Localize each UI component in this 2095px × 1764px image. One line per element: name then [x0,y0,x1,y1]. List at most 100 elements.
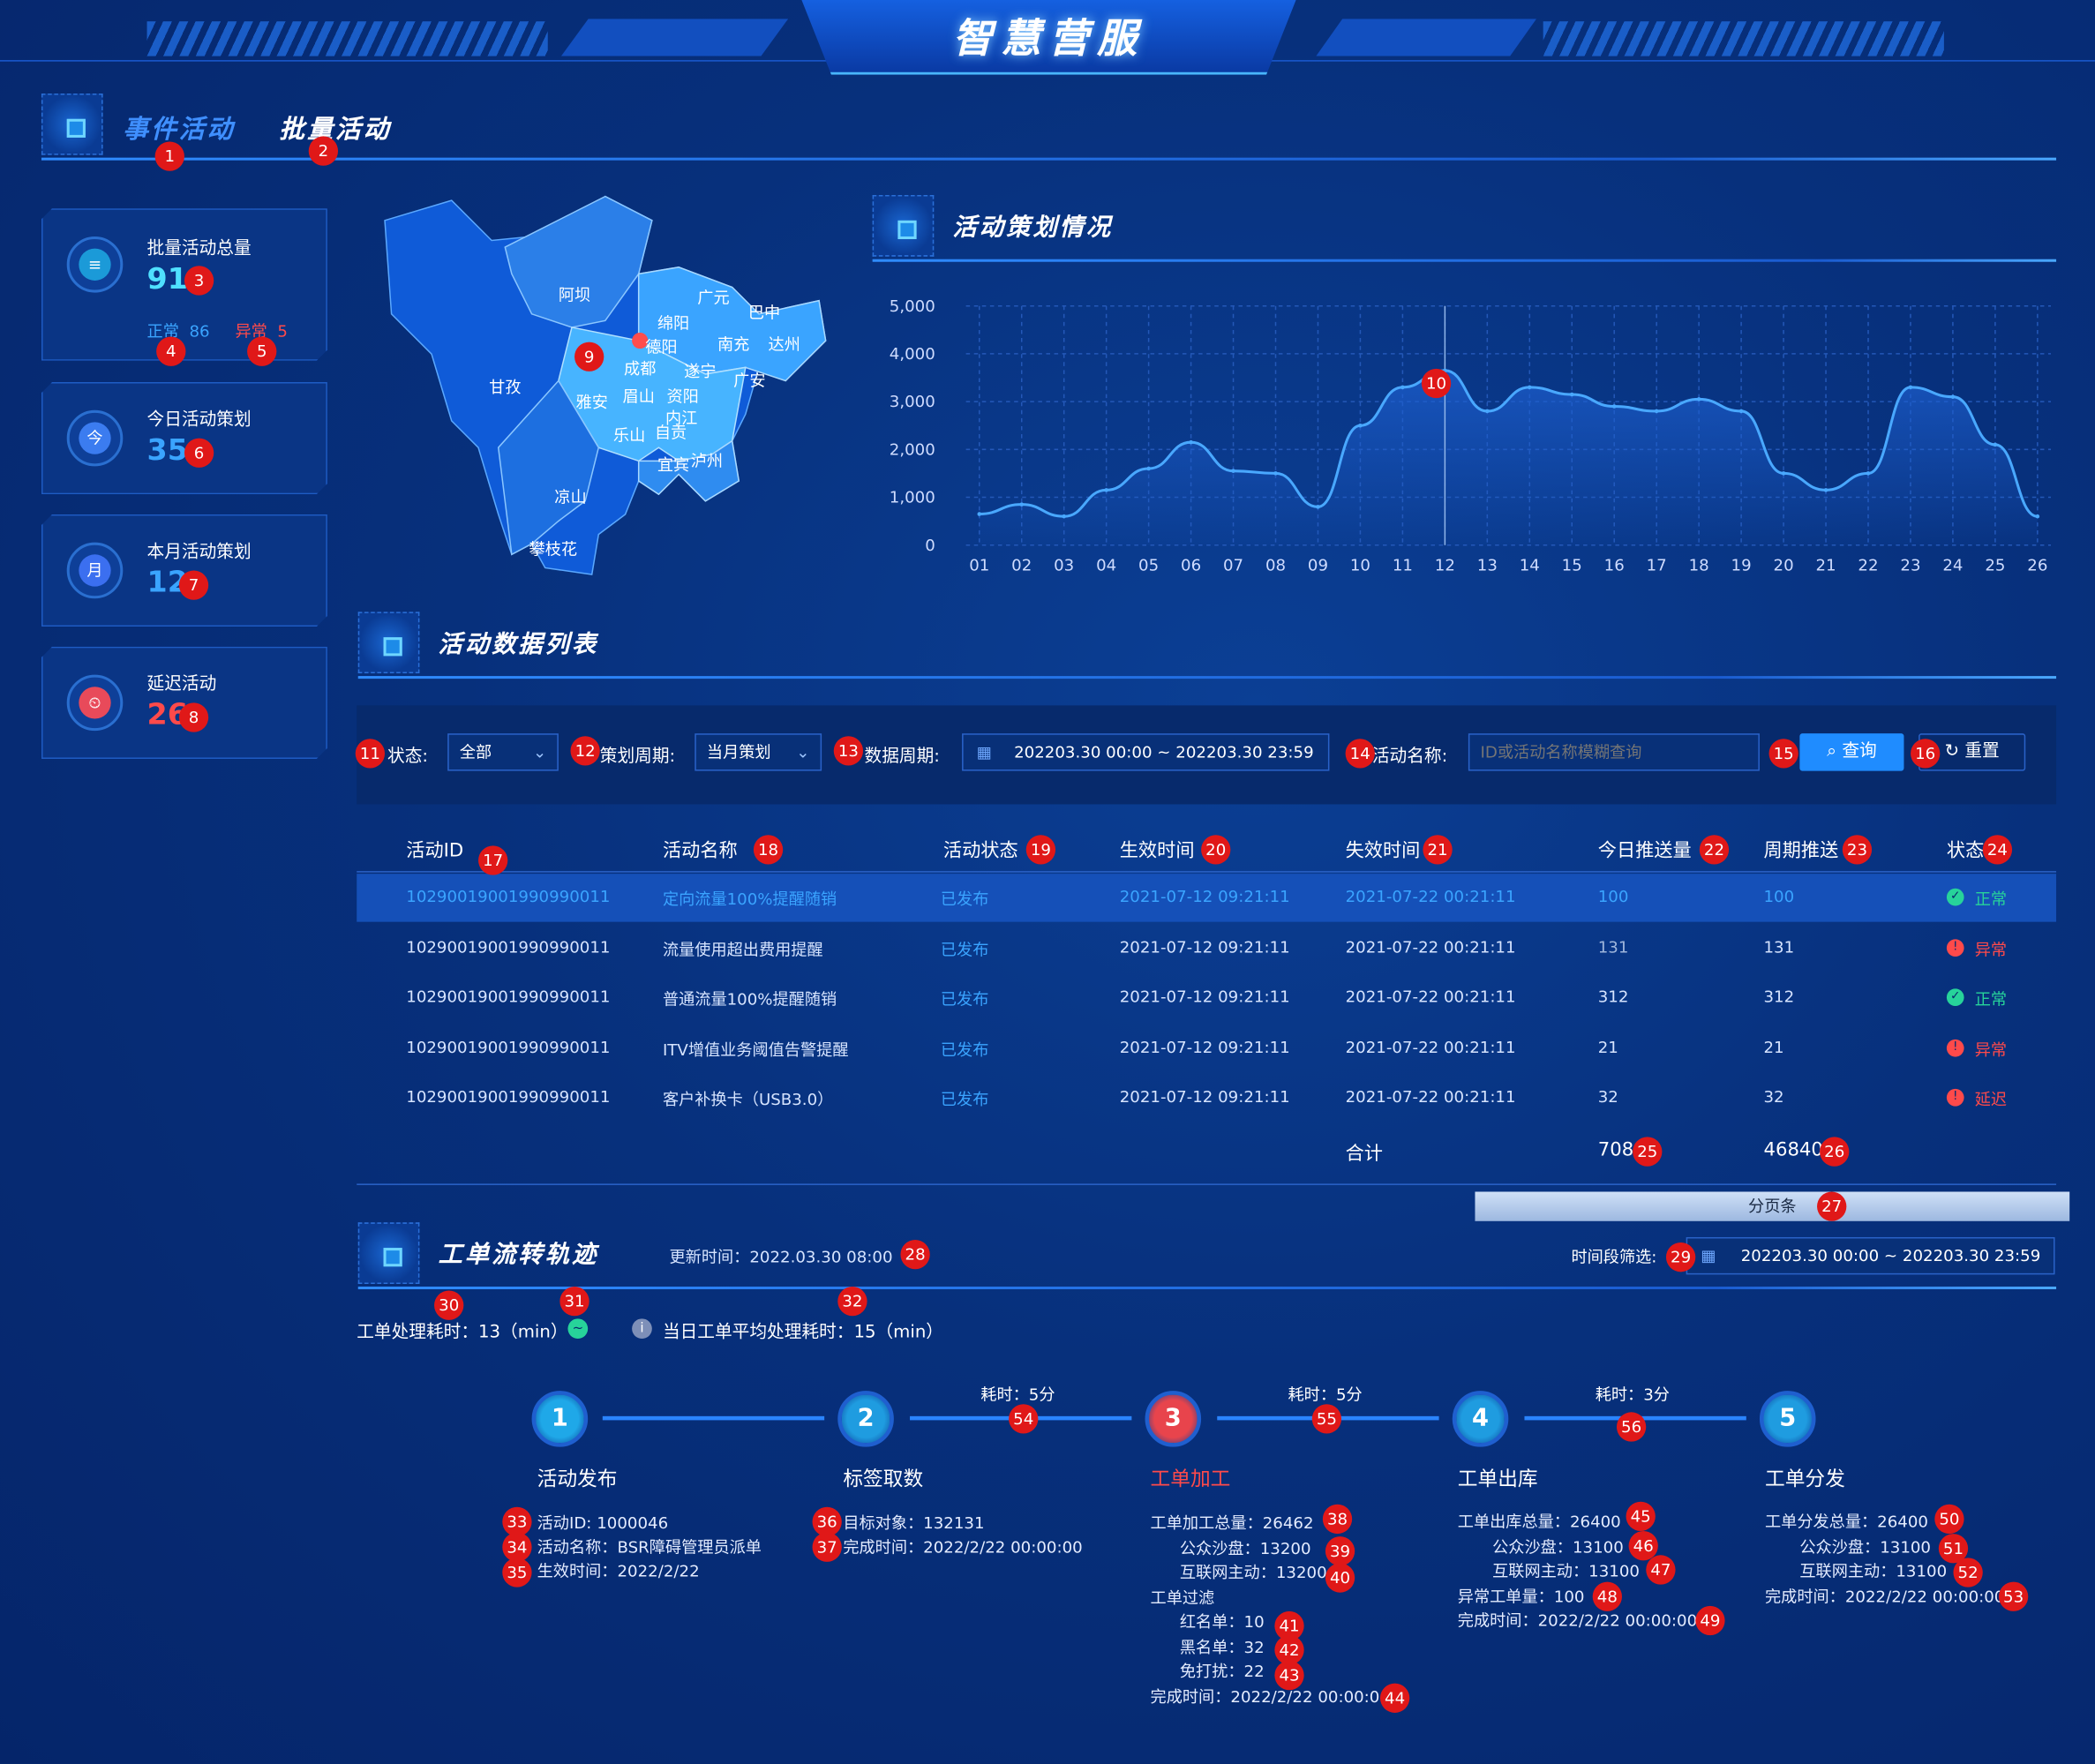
marker-30: 30 [434,1290,464,1320]
data-point [977,512,982,516]
table-cell[interactable]: 10290019001990990011 [406,1037,611,1056]
clock-document-icon: ⏲ [79,687,110,718]
section-icon [872,195,935,257]
marker-12: 12 [570,736,600,766]
calendar-icon: ▦ [1701,1246,1716,1265]
normal-value: 86 [189,321,210,342]
marker-33: 33 [502,1506,532,1537]
data-point [1696,397,1701,402]
step-detail: 工单过滤 [1150,1588,1215,1607]
query-button[interactable]: ⌕ 查询 [1799,733,1904,771]
data-point [1485,409,1490,414]
x-tick-label: 06 [1181,556,1201,574]
map-region-aba[interactable] [504,195,653,328]
time-range-picker[interactable]: ▦ 202203.30 00:00 ~ 202203.30 23:59 [1686,1236,2055,1275]
data-point [1908,385,1913,390]
calendar-month-icon: 月 [79,554,110,586]
location-pin-icon[interactable] [632,332,649,349]
table-cell[interactable]: 定向流量100%提醒随销 [662,890,837,909]
x-tick-label: 05 [1138,556,1159,574]
marker-53: 53 [1998,1581,2029,1611]
x-tick-label: 09 [1308,556,1328,574]
marker-15: 15 [1768,739,1798,769]
table-cell[interactable]: 10290019001990990011 [406,1087,611,1107]
marker-54: 54 [1009,1404,1039,1434]
tab-batch-activity[interactable]: 批量活动 [279,115,392,145]
col-today-push: 今日推送量 [1597,840,1692,862]
search-icon: ⌕ [1827,741,1837,762]
x-tick-label: 16 [1604,556,1625,574]
marker-22: 22 [1699,835,1730,865]
marker-47: 47 [1646,1555,1676,1585]
total-label: 合计 [1345,1143,1383,1166]
marker-39: 39 [1325,1536,1355,1566]
table-cell: 100 [1597,887,1629,906]
activity-name-input[interactable] [1468,733,1760,771]
data-point [1358,423,1363,428]
status-select[interactable]: 全部 ⌄ [447,733,559,771]
map-region-liangshan[interactable] [497,379,600,556]
table-cell[interactable]: 流量使用超出费用提醒 [662,940,823,959]
step-detail: 公众沙盘：13200 [1179,1538,1311,1558]
col-effective-time: 生效时间 [1119,840,1195,862]
y-tick-label: 1,000 [890,489,935,507]
step-circle[interactable]: 2 [837,1391,894,1447]
step-detail: 生效时间：2022/2/22 [537,1561,700,1581]
status-filter-label: 状态: [387,747,429,768]
step-circle[interactable]: 4 [1452,1391,1509,1447]
step-detail: 目标对象：132131 [843,1513,985,1533]
table-cell[interactable]: 普通流量100%提醒随销 [662,989,837,1010]
step-circle[interactable]: 3 [1145,1391,1202,1447]
table-cell[interactable]: 10290019001990990011 [406,887,611,906]
update-time: 更新时间：2022.03.30 08:00 [669,1248,893,1267]
step-detail: 完成时间：2022/2/22 00:00:00 [1764,1586,2005,1606]
step-circle[interactable]: 5 [1759,1391,1816,1447]
x-tick-label: 20 [1774,556,1794,574]
step-circle[interactable]: 1 [531,1391,589,1447]
table-cell[interactable]: 10290019001990990011 [406,987,611,1007]
table-cell: 131 [1763,937,1795,957]
map-label-20: 攀枝花 [529,539,578,559]
planning-chart[interactable]: 0 1,000 2,000 3,000 4,000 5,000 01 02 03 04 05 06 07… [875,288,2064,589]
reset-button[interactable]: ↻ 重置 [1919,733,2026,771]
data-cycle-range[interactable]: ▦ 202203.30 00:00 ~ 202203.30 23:59 [962,733,1330,771]
data-point [1569,392,1574,397]
x-tick-label: 18 [1689,556,1709,574]
marker-21: 21 [1423,835,1453,865]
table-cell: 2021-07-22 00:21:11 [1345,1037,1516,1056]
step-title: 活动发布 [537,1467,618,1491]
table-cell[interactable]: 客户补换卡（USB3.0） [662,1090,834,1109]
col-activity-id: 活动ID [406,840,464,862]
card-icon-wrap: ⏲ [67,675,124,732]
data-point [1104,488,1108,492]
table-cell: 21 [1763,1037,1784,1056]
pagination-bar[interactable]: 分页条 [1475,1191,2070,1221]
status-cell: 延迟 [1974,1090,2008,1109]
col-status: 状态 [1946,840,1985,862]
marker-28: 28 [900,1239,930,1270]
card-icon-wrap: ≡ [67,236,124,293]
sichuan-map[interactable] [372,194,832,582]
map-region-south[interactable] [637,439,740,502]
map-label-12: 眉山 [622,387,655,407]
section-title: 活动数据列表 [438,630,599,659]
x-tick-label: 17 [1647,556,1667,574]
table-cell[interactable]: 10290019001990990011 [406,937,611,957]
data-point [1528,385,1532,390]
section-icon [357,612,420,674]
cycle-select[interactable]: 当月策划 ⌄ [695,733,822,771]
table-cell[interactable]: ITV增值业务阈值告警提醒 [662,1040,849,1059]
map-label-14: 内江 [665,409,698,428]
marker-17: 17 [478,845,508,875]
table-cell: 2021-07-12 09:21:11 [1119,1087,1290,1107]
alert-circle-icon: ! [1946,1039,1964,1056]
marker-16: 16 [1911,739,1941,769]
cycle-select-value: 当月策划 [706,742,771,762]
x-tick-label: 08 [1265,556,1286,574]
tab-event-activity[interactable]: 事件活动 [123,115,236,145]
x-tick-label: 12 [1435,556,1455,574]
x-tick-label: 24 [1942,556,1963,574]
section-title: 活动策划情况 [952,214,1114,243]
table-row-selected[interactable] [357,874,2057,922]
total-cycle-push: 46840 [1763,1139,1823,1161]
